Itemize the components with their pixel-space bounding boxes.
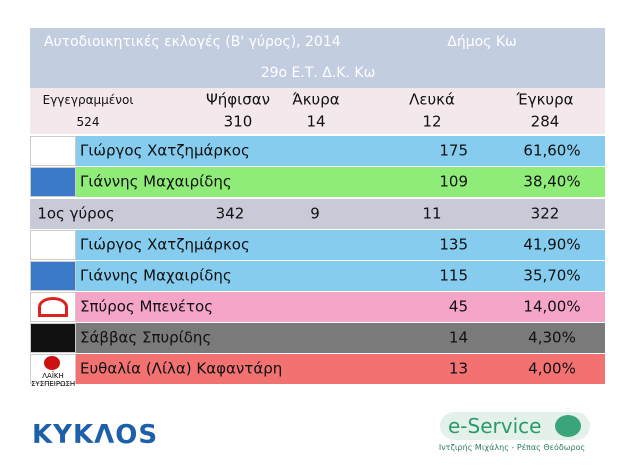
candidate-votes: 175 — [439, 141, 468, 160]
candidate-percent: 41,90% — [523, 235, 581, 254]
candidate-percent: 38,40% — [523, 172, 581, 191]
candidate-name: Γιώργος Χατζημάρκος — [80, 141, 250, 160]
candidate-percent: 35,70% — [523, 266, 581, 285]
result-row — [30, 261, 605, 291]
summary-value: 14 — [306, 112, 326, 131]
summary-band — [30, 88, 605, 134]
party-logo — [30, 261, 76, 291]
header-band — [30, 28, 605, 88]
result-row — [30, 323, 605, 353]
summary-label: Άκυρα — [292, 90, 340, 109]
candidate-votes: 13 — [448, 359, 468, 378]
logo-mark — [38, 297, 68, 317]
municipality: Δήμος Κω — [447, 34, 517, 50]
round1-band — [30, 199, 605, 229]
round1-value: 322 — [530, 204, 560, 223]
result-row — [30, 136, 605, 166]
candidate-name: Σπύρος Μπενέτος — [80, 297, 214, 316]
candidate-votes: 14 — [448, 328, 468, 347]
candidate-name: Γιάννης Μαχαιρίδης — [80, 172, 232, 191]
party-logo — [30, 323, 76, 353]
summary-value: 524 — [76, 115, 100, 129]
candidate-percent: 61,60% — [523, 141, 581, 160]
party-logo — [30, 167, 76, 197]
candidate-name: Γιάννης Μαχαιρίδης — [80, 266, 232, 285]
result-row — [30, 292, 605, 322]
party-logo — [30, 230, 76, 260]
summary-label: Εγγεγραμμένοι — [42, 93, 134, 107]
result-row — [30, 230, 605, 260]
candidate-name: Ευθαλία (Λίλα) Καφαντάρη — [80, 359, 283, 378]
summary-value: 310 — [223, 112, 253, 131]
left-logo: ΚΥΚΛΟS — [32, 420, 159, 450]
candidate-votes: 45 — [448, 297, 468, 316]
logo-text: ΛΑΪΚΗ ΣΥΣΠΕΙΡΩΣΗ — [31, 372, 76, 388]
party-logo — [30, 136, 76, 166]
candidate-name: Σάββας Σπυρίδης — [80, 328, 212, 347]
candidate-votes: 135 — [439, 235, 468, 254]
result-row — [30, 354, 605, 384]
candidate-percent: 4,30% — [528, 328, 576, 347]
summary-value: 12 — [422, 112, 442, 131]
right-logo: e-Service — [448, 414, 542, 438]
round1-label: 1ος γύρος — [37, 204, 115, 223]
candidate-name: Γιώργος Χατζημάρκος — [80, 235, 250, 254]
logo-mark — [44, 356, 60, 370]
round1-value: 342 — [215, 204, 245, 223]
subtitle: 29ο Ε.Τ. Δ.Κ. Κω — [260, 65, 376, 81]
round1-value: 11 — [422, 204, 442, 223]
candidate-votes: 115 — [439, 266, 468, 285]
result-row — [30, 167, 605, 197]
round1-value: 9 — [310, 204, 320, 223]
summary-label: Έγκυρα — [516, 90, 574, 109]
summary-label: Ψήφισαν — [205, 90, 271, 109]
candidate-percent: 4,00% — [528, 359, 576, 378]
summary-label: Λευκά — [409, 90, 455, 109]
title: Αυτοδιοικητικές εκλογές (Β' γύρος), 2014 — [44, 34, 341, 50]
candidate-votes: 109 — [439, 172, 468, 191]
candidate-percent: 14,00% — [523, 297, 581, 316]
summary-value: 284 — [530, 112, 560, 131]
at-sign — [555, 415, 581, 437]
right-caption: Ιντζιρής Μιχάλης - Ρέπας Θεόδωρος — [438, 443, 586, 452]
